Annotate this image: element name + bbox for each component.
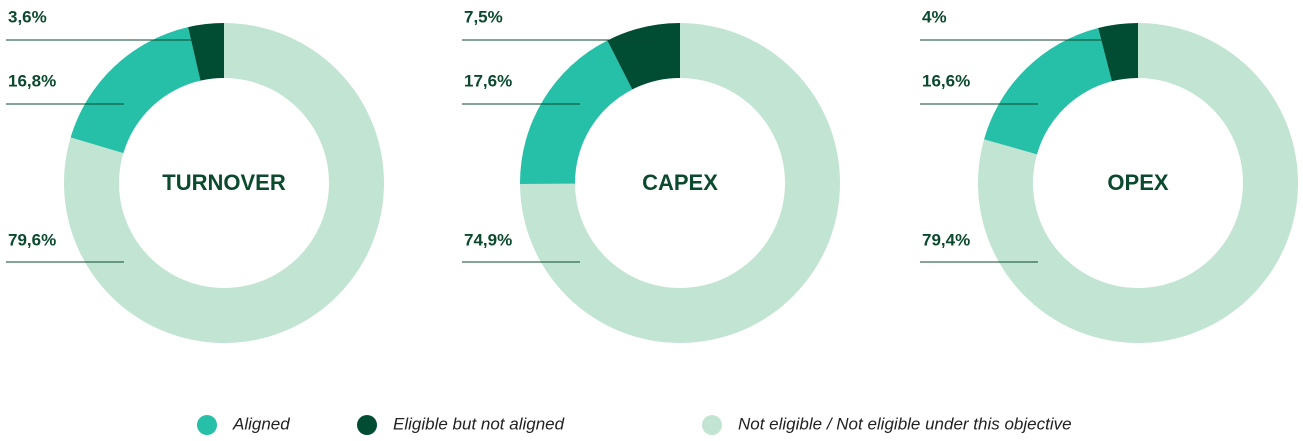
legend-swatch xyxy=(702,415,722,435)
chart-title: OPEX xyxy=(1107,170,1168,195)
legend-label: Aligned xyxy=(232,414,290,433)
value-label: 79,6% xyxy=(8,230,56,249)
legend-swatch xyxy=(197,415,217,435)
donut-segment xyxy=(978,23,1298,343)
value-label: 3,6% xyxy=(8,7,47,26)
donut-segment xyxy=(1098,23,1138,82)
legend-label: Eligible but not aligned xyxy=(393,414,565,433)
value-label: 79,4% xyxy=(922,230,970,249)
donut-segment xyxy=(520,23,840,343)
value-label: 7,5% xyxy=(464,7,503,26)
chart-title: TURNOVER xyxy=(162,170,286,195)
donut-segment xyxy=(188,23,224,81)
value-label: 16,6% xyxy=(922,71,970,90)
legend-label: Not eligible / Not eligible under this o… xyxy=(738,414,1072,433)
donut-segment xyxy=(70,27,201,154)
donut-segment xyxy=(64,23,385,344)
donut-segment xyxy=(520,40,633,185)
value-label: 16,8% xyxy=(8,71,56,90)
value-label: 74,9% xyxy=(464,230,512,249)
value-label: 4% xyxy=(922,7,947,26)
legend-swatch xyxy=(357,415,377,435)
donut-segment xyxy=(984,28,1112,155)
chart-title: CAPEX xyxy=(642,170,718,195)
value-label: 17,6% xyxy=(464,71,512,90)
